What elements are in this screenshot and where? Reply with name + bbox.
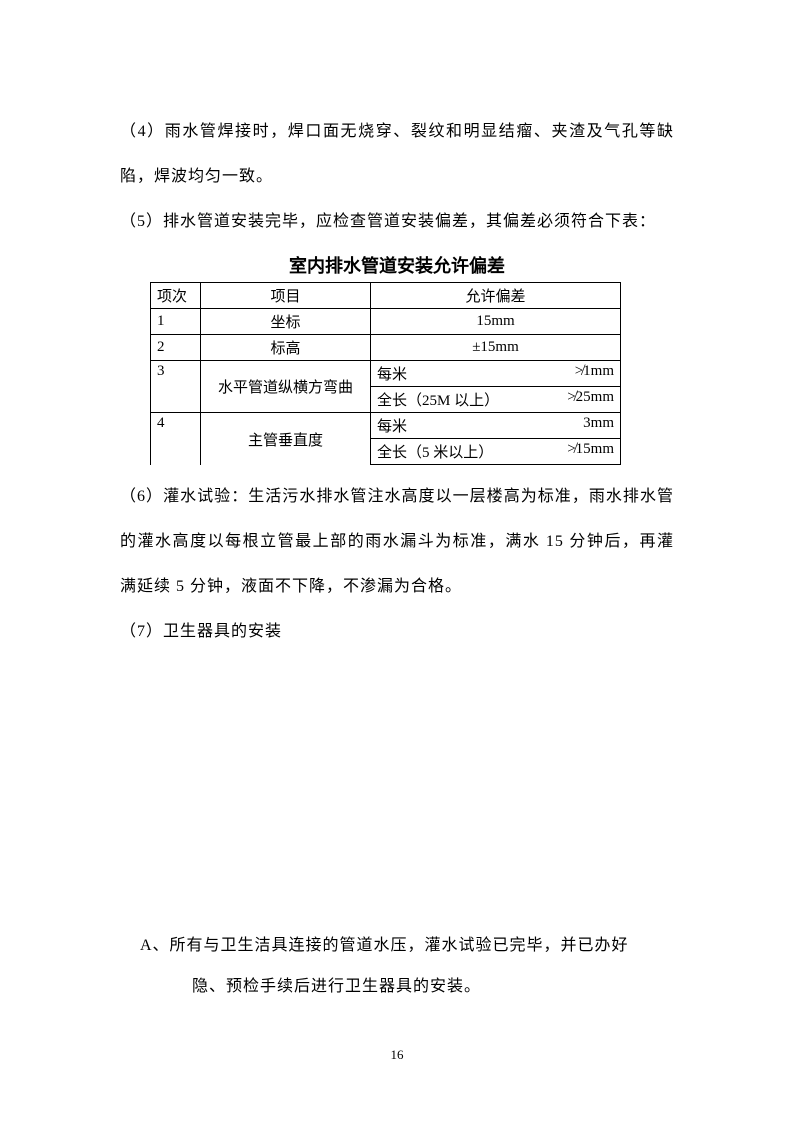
cell-item: 坐标 xyxy=(201,309,371,335)
tol-right: ≯1mm xyxy=(575,363,614,384)
page-content: （4）雨水管焊接时，焊口面无烧穿、裂纹和明显结瘤、夹渣及气孔等缺陷，焊波均匀一致… xyxy=(0,0,794,1008)
item-a-line2: 隐、预检手续后进行卫生器具的安装。 xyxy=(120,966,674,1008)
table-row: 4 主管垂直度 每米 3mm xyxy=(151,413,621,439)
cell-tol: 每米 3mm xyxy=(371,413,621,439)
paragraph-7: （7）卫生器具的安装 xyxy=(120,610,674,655)
tol-left: 全长（5 米以上） xyxy=(377,441,493,462)
tol-right: ≯25mm xyxy=(567,389,614,410)
header-col3: 允许偏差 xyxy=(371,283,621,309)
header-col1: 项次 xyxy=(151,283,201,309)
paragraph-4: （4）雨水管焊接时，焊口面无烧穿、裂纹和明显结瘤、夹渣及气孔等缺陷，焊波均匀一致… xyxy=(120,110,674,200)
header-col2: 项目 xyxy=(201,283,371,309)
cell-tol: 15mm xyxy=(371,309,621,335)
page-number: 16 xyxy=(0,1047,794,1063)
table-row: 3 水平管道纵横方弯曲 每米 ≯1mm xyxy=(151,361,621,387)
cell-idx: 3 xyxy=(151,361,201,413)
cell-item: 主管垂直度 xyxy=(201,413,371,465)
cell-item: 水平管道纵横方弯曲 xyxy=(201,361,371,413)
paragraph-6: （6）灌水试验：生活污水排水管注水高度以一层楼高为标准，雨水排水管的灌水高度以每… xyxy=(120,475,674,609)
tol-left: 每米 xyxy=(377,415,407,436)
spacer xyxy=(120,655,674,925)
tol-right: ≯15mm xyxy=(567,441,614,462)
tol-right: 3mm xyxy=(583,415,614,436)
tol-left: 全长（25M 以上） xyxy=(377,389,499,410)
tol-left: 每米 xyxy=(377,363,407,384)
cell-idx: 4 xyxy=(151,413,201,465)
cell-item: 标高 xyxy=(201,335,371,361)
paragraph-5: （5）排水管道安装完毕，应检查管道安装偏差，其偏差必须符合下表： xyxy=(120,200,674,245)
cell-tol: 全长（5 米以上） ≯15mm xyxy=(371,439,621,465)
cell-tol: ±15mm xyxy=(371,335,621,361)
cell-idx: 1 xyxy=(151,309,201,335)
cell-tol: 全长（25M 以上） ≯25mm xyxy=(371,387,621,413)
cell-idx: 2 xyxy=(151,335,201,361)
cell-tol: 每米 ≯1mm xyxy=(371,361,621,387)
table-row: 2 标高 ±15mm xyxy=(151,335,621,361)
tolerance-table: 项次 项目 允许偏差 1 坐标 15mm 2 标高 ±15mm 3 水平管道纵横… xyxy=(150,282,621,465)
table-header-row: 项次 项目 允许偏差 xyxy=(151,283,621,309)
table-title: 室内排水管道安装允许偏差 xyxy=(120,252,674,278)
item-a-line1: A、所有与卫生洁具连接的管道水压，灌水试验已完毕，并已办好 xyxy=(120,925,674,967)
table-row: 1 坐标 15mm xyxy=(151,309,621,335)
